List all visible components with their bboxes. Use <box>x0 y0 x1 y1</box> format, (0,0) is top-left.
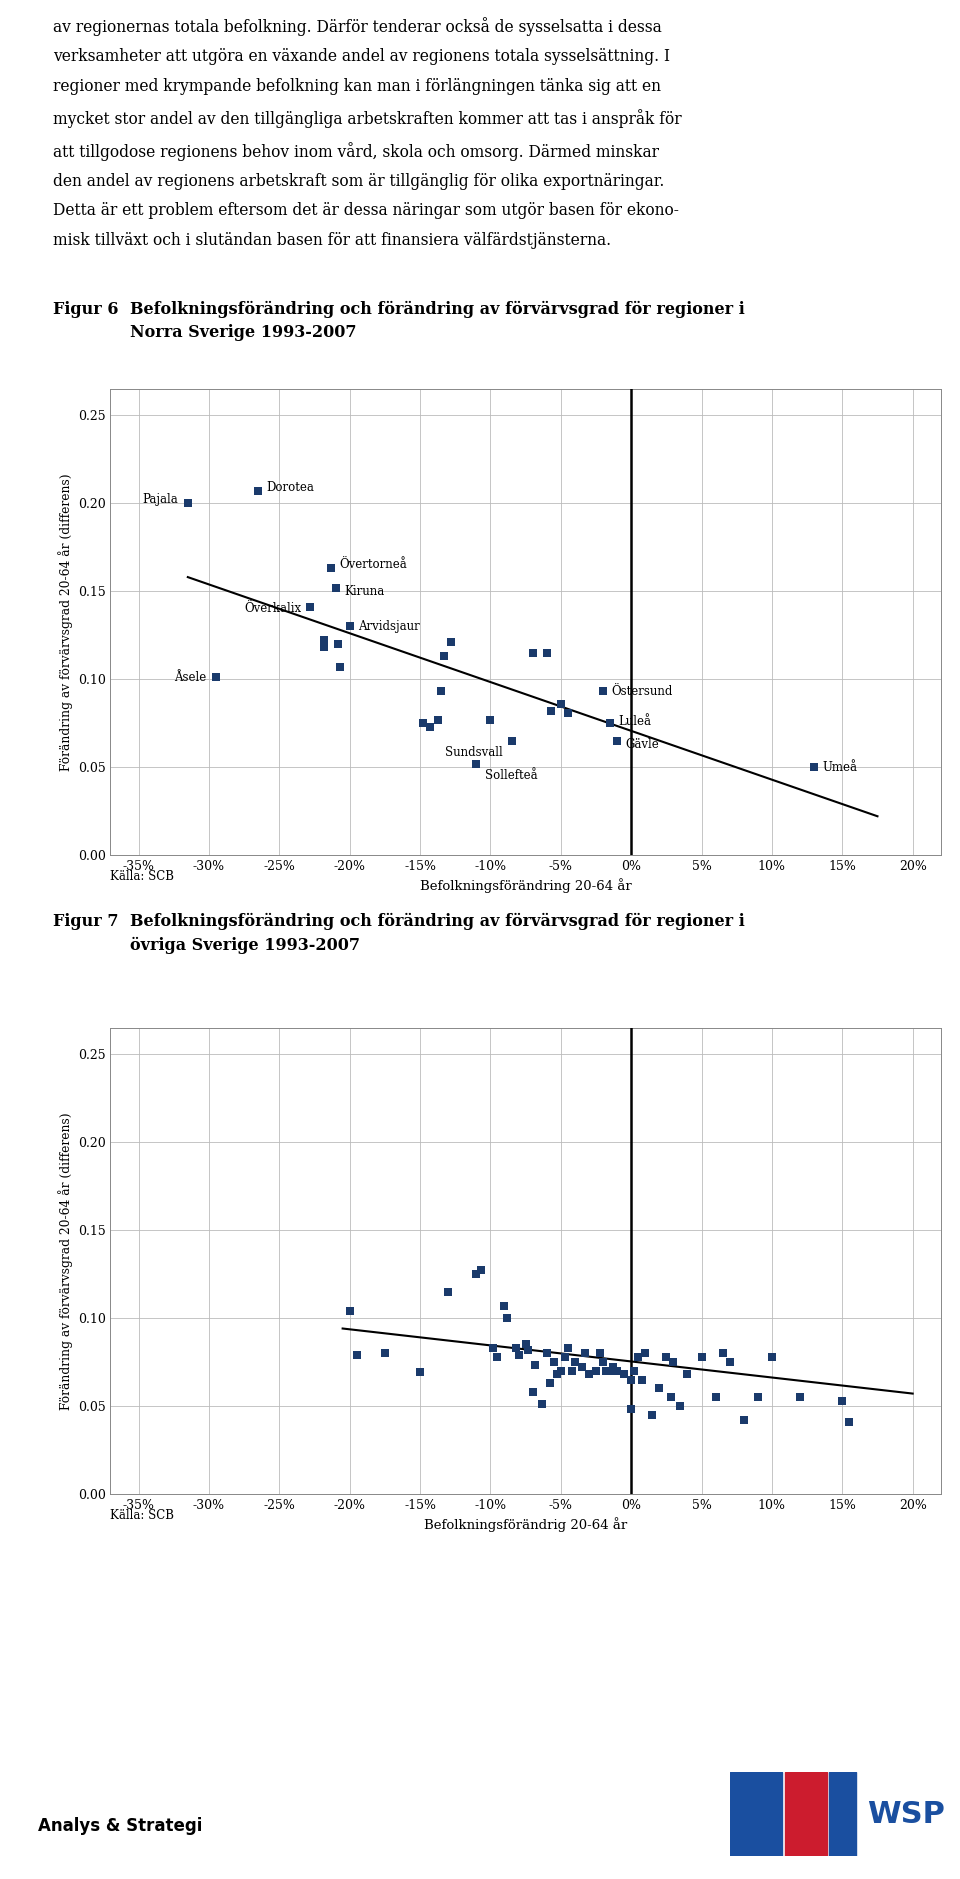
FancyBboxPatch shape <box>828 1772 856 1856</box>
Text: Kiruna: Kiruna <box>344 584 384 598</box>
FancyBboxPatch shape <box>784 1772 827 1856</box>
Text: Luleå: Luleå <box>618 714 652 727</box>
Text: Pajala: Pajala <box>142 492 178 505</box>
Text: Figur 6: Figur 6 <box>53 301 135 318</box>
Y-axis label: Förändring av förvärvsgrad 20-64 år (differens): Förändring av förvärvsgrad 20-64 år (dif… <box>59 474 74 770</box>
Text: Figur 7: Figur 7 <box>53 913 135 930</box>
Text: Dorotea: Dorotea <box>267 481 315 494</box>
Text: av regionernas totala befolkning. Därför tenderar också de sysselsatta i dessa
v: av regionernas totala befolkning. Därför… <box>53 17 682 248</box>
Text: Sollefteå: Sollefteå <box>485 769 538 782</box>
Text: Befolkningsförändring och förändring av förvärvsgrad för regioner i
Norra Sverig: Befolkningsförändring och förändring av … <box>130 301 744 342</box>
Text: WSP: WSP <box>867 1800 945 1828</box>
Text: Åsele: Åsele <box>174 671 206 684</box>
FancyBboxPatch shape <box>730 1772 782 1856</box>
X-axis label: Befolkningsförändrig 20-64 år: Befolkningsförändrig 20-64 år <box>424 1516 627 1531</box>
Text: Befolkningsförändring och förändring av förvärvsgrad för regioner i
övriga Sveri: Befolkningsförändring och förändring av … <box>130 913 744 955</box>
Text: Analys & Strategi: Analys & Strategi <box>38 1817 203 1836</box>
Text: Umeå: Umeå <box>823 761 857 774</box>
Text: Källa: SCB: Källa: SCB <box>110 1509 175 1522</box>
Text: Arvidsjaur: Arvidsjaur <box>358 620 420 633</box>
Text: Gävle: Gävle <box>626 738 660 752</box>
Text: Östersund: Östersund <box>612 686 673 697</box>
Y-axis label: Förändring av förvärvsgrad 20-64 år (differens): Förändring av förvärvsgrad 20-64 år (dif… <box>59 1112 74 1409</box>
X-axis label: Befolkningsförändring 20-64 år: Befolkningsförändring 20-64 år <box>420 877 632 893</box>
Text: Överkalix: Överkalix <box>245 603 301 614</box>
Text: Sundsvall: Sundsvall <box>445 746 503 759</box>
Text: Källa: SCB: Källa: SCB <box>110 870 175 883</box>
Text: Övertorneå: Övertorneå <box>340 558 408 571</box>
